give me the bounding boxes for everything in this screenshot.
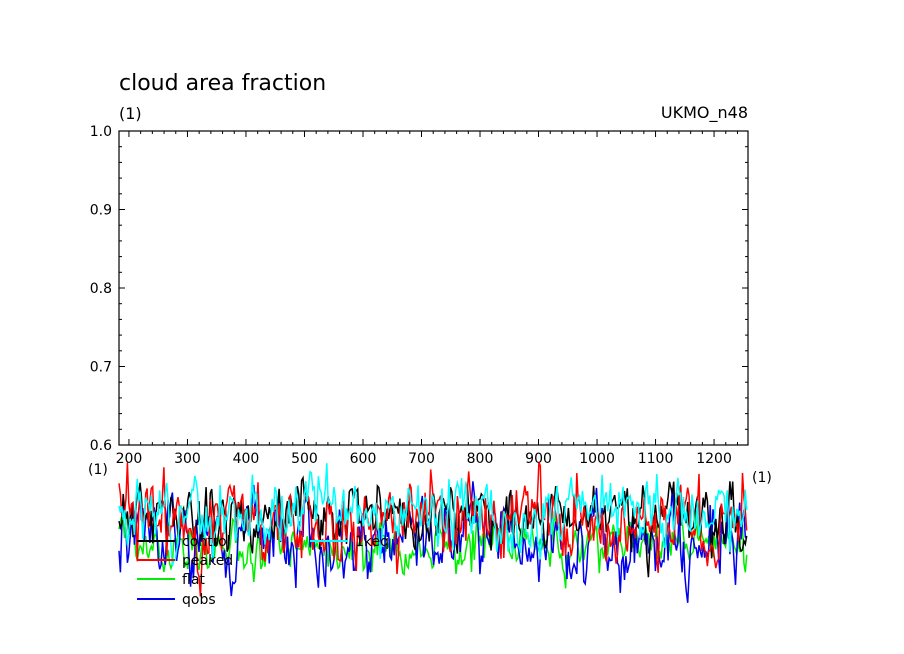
series-line-qobs [118, 481, 748, 603]
y-tick-label: 0.9 [90, 203, 112, 219]
legend-label-qobs: qobs [182, 592, 216, 608]
legend: control peaked flat qobs 1keq [137, 534, 389, 608]
legend-label-control: control [182, 534, 231, 550]
x-tick-label: 600 [350, 451, 377, 467]
series-line-flat [118, 510, 748, 589]
y-axis: 0.6 0.7 0.8 0.9 1.0 [90, 124, 748, 454]
y-tick-label: 0.7 [90, 360, 112, 376]
x-axis-unit-label: (1) [88, 462, 108, 478]
y-tick-label: 1.0 [90, 124, 112, 140]
plot-frame [118, 130, 749, 446]
x-tick-label: 1100 [638, 451, 674, 467]
units-label: (1) [119, 104, 142, 123]
model-label: UKMO_n48 [661, 103, 748, 123]
series-lines [118, 462, 748, 603]
x-tick-label: 500 [291, 451, 318, 467]
x-tick-label: 700 [408, 451, 435, 467]
chart-title: cloud area fraction [119, 71, 326, 96]
x-axis: 200 300 400 500 600 700 800 900 1000 1100 1200 [116, 131, 738, 467]
legend-label-flat: flat [182, 572, 205, 588]
legend-label-peaked: peaked [182, 553, 233, 569]
x-tick-label: 800 [467, 451, 494, 467]
x-tick-label: 400 [233, 451, 260, 467]
x-tick-label: 200 [116, 451, 143, 467]
y-tick-label: 0.8 [90, 281, 112, 297]
y-tick-label: 0.6 [90, 438, 112, 454]
x-tick-label: 1000 [579, 451, 615, 467]
series-line-1keq [118, 463, 748, 567]
x-tick-label: 900 [525, 451, 552, 467]
legend-label-1keq: 1keq [355, 534, 389, 550]
x-axis-unit-label-right: (1) [752, 470, 772, 486]
x-tick-label: 300 [174, 451, 201, 467]
x-tick-label: 1200 [696, 451, 732, 467]
